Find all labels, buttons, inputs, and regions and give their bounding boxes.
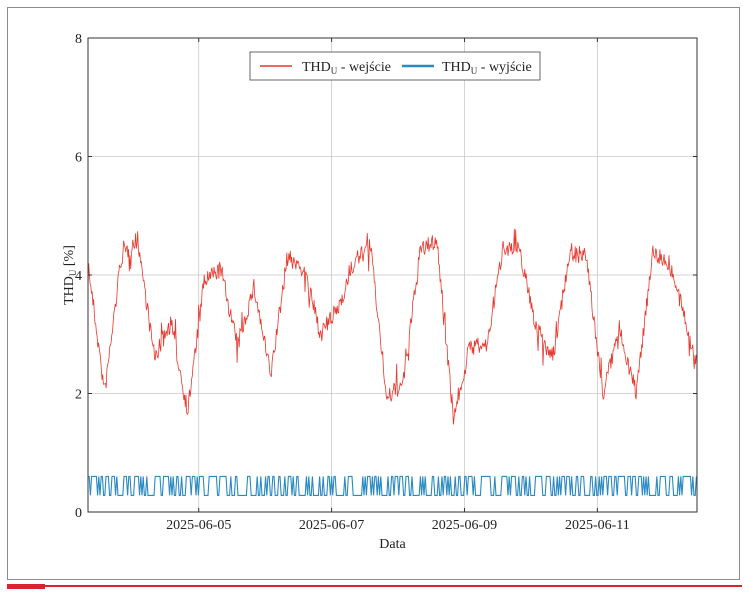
bottom-accent: [7, 584, 45, 589]
y-tick-label: 4: [75, 269, 82, 284]
grid: [88, 37, 697, 513]
y-axis-label: THDU [%]: [62, 245, 78, 305]
series-traces: [87, 228, 697, 496]
legend: THDU - wejście THDU - wyjście: [249, 51, 541, 81]
y-tick-label: 8: [75, 32, 82, 47]
legend-label-output: THDU - wyjście: [442, 60, 532, 76]
y-tick-label: 0: [75, 506, 82, 521]
y-tick-label: 2: [75, 388, 82, 403]
x-tick-label: 2025-06-09: [432, 518, 497, 533]
series-input-line: [87, 228, 697, 425]
x-tick-label: 2025-06-07: [299, 518, 364, 533]
series-output-line: [88, 475, 697, 496]
y-tick-label: 6: [75, 151, 82, 166]
legend-box: [249, 51, 541, 81]
axis-ticks: 0 2 4 6 8 2025-06-05 2025-06-07 2025-06-09 2025-…: [75, 32, 697, 533]
legend-label-input: THDU - wejście: [302, 60, 391, 76]
x-tick-label: 2025-06-05: [166, 518, 231, 533]
x-tick-label: 2025-06-11: [565, 518, 630, 533]
bottom-rule: [7, 585, 742, 587]
x-axis-label: Data: [379, 537, 406, 552]
